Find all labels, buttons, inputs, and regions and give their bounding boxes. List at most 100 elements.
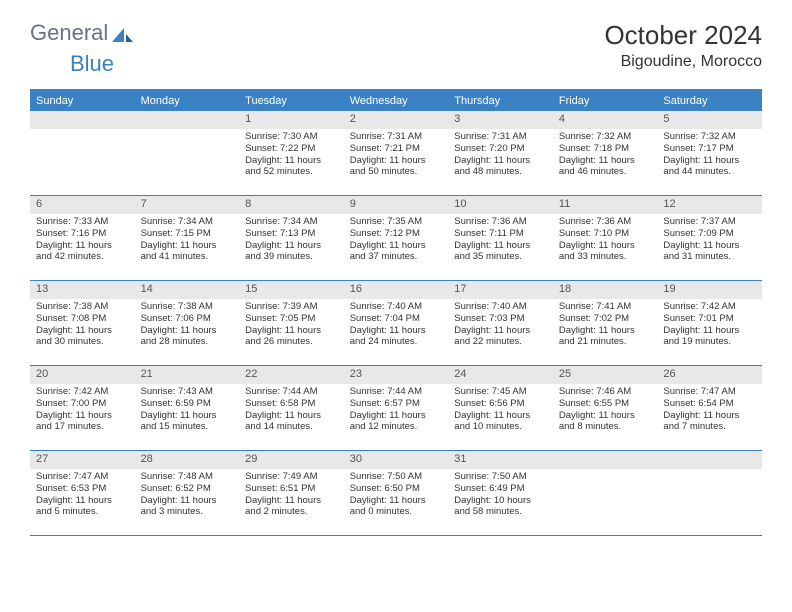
day-cell: 18Sunrise: 7:41 AMSunset: 7:02 PMDayligh… <box>553 281 658 365</box>
week-row: 13Sunrise: 7:38 AMSunset: 7:08 PMDayligh… <box>30 281 762 366</box>
sunrise-line: Sunrise: 7:35 AM <box>350 216 443 228</box>
day-cell: . <box>135 111 240 195</box>
day-content: Sunrise: 7:35 AMSunset: 7:12 PMDaylight:… <box>344 214 449 268</box>
day-number: 30 <box>344 451 449 469</box>
day-content: Sunrise: 7:40 AMSunset: 7:03 PMDaylight:… <box>448 299 553 353</box>
day-cell: 8Sunrise: 7:34 AMSunset: 7:13 PMDaylight… <box>239 196 344 280</box>
day-cell: 28Sunrise: 7:48 AMSunset: 6:52 PMDayligh… <box>135 451 240 535</box>
sunset-line: Sunset: 6:49 PM <box>454 483 547 495</box>
day-content: Sunrise: 7:36 AMSunset: 7:10 PMDaylight:… <box>553 214 658 268</box>
day-cell: 27Sunrise: 7:47 AMSunset: 6:53 PMDayligh… <box>30 451 135 535</box>
sunset-line: Sunset: 6:56 PM <box>454 398 547 410</box>
day-content: Sunrise: 7:36 AMSunset: 7:11 PMDaylight:… <box>448 214 553 268</box>
daylight-line: Daylight: 11 hours and 8 minutes. <box>559 410 652 434</box>
calendar-grid: SundayMondayTuesdayWednesdayThursdayFrid… <box>30 89 762 536</box>
day-cell: 16Sunrise: 7:40 AMSunset: 7:04 PMDayligh… <box>344 281 449 365</box>
day-cell: . <box>30 111 135 195</box>
day-content: Sunrise: 7:32 AMSunset: 7:17 PMDaylight:… <box>657 129 762 183</box>
daylight-line: Daylight: 10 hours and 58 minutes. <box>454 495 547 519</box>
day-content: Sunrise: 7:47 AMSunset: 6:53 PMDaylight:… <box>30 469 135 523</box>
day-cell: 26Sunrise: 7:47 AMSunset: 6:54 PMDayligh… <box>657 366 762 450</box>
daylight-line: Daylight: 11 hours and 37 minutes. <box>350 240 443 264</box>
sunrise-line: Sunrise: 7:42 AM <box>663 301 756 313</box>
sunset-line: Sunset: 7:20 PM <box>454 143 547 155</box>
sunset-line: Sunset: 6:50 PM <box>350 483 443 495</box>
day-number: 2 <box>344 111 449 129</box>
day-cell: 13Sunrise: 7:38 AMSunset: 7:08 PMDayligh… <box>30 281 135 365</box>
day-cell: 7Sunrise: 7:34 AMSunset: 7:15 PMDaylight… <box>135 196 240 280</box>
day-content: Sunrise: 7:30 AMSunset: 7:22 PMDaylight:… <box>239 129 344 183</box>
daylight-line: Daylight: 11 hours and 24 minutes. <box>350 325 443 349</box>
day-cell: 25Sunrise: 7:46 AMSunset: 6:55 PMDayligh… <box>553 366 658 450</box>
sunrise-line: Sunrise: 7:31 AM <box>350 131 443 143</box>
sunrise-line: Sunrise: 7:40 AM <box>350 301 443 313</box>
sunrise-line: Sunrise: 7:34 AM <box>141 216 234 228</box>
week-row: 20Sunrise: 7:42 AMSunset: 7:00 PMDayligh… <box>30 366 762 451</box>
day-cell: 30Sunrise: 7:50 AMSunset: 6:50 PMDayligh… <box>344 451 449 535</box>
daylight-line: Daylight: 11 hours and 3 minutes. <box>141 495 234 519</box>
day-content: Sunrise: 7:39 AMSunset: 7:05 PMDaylight:… <box>239 299 344 353</box>
sunrise-line: Sunrise: 7:33 AM <box>36 216 129 228</box>
sunset-line: Sunset: 7:10 PM <box>559 228 652 240</box>
sunset-line: Sunset: 7:04 PM <box>350 313 443 325</box>
day-number: 31 <box>448 451 553 469</box>
sunrise-line: Sunrise: 7:37 AM <box>663 216 756 228</box>
daylight-line: Daylight: 11 hours and 35 minutes. <box>454 240 547 264</box>
brand-part1: General <box>30 20 108 46</box>
daylight-line: Daylight: 11 hours and 44 minutes. <box>663 155 756 179</box>
day-content: Sunrise: 7:40 AMSunset: 7:04 PMDaylight:… <box>344 299 449 353</box>
daylight-line: Daylight: 11 hours and 10 minutes. <box>454 410 547 434</box>
sunrise-line: Sunrise: 7:48 AM <box>141 471 234 483</box>
day-cell: 14Sunrise: 7:38 AMSunset: 7:06 PMDayligh… <box>135 281 240 365</box>
daylight-line: Daylight: 11 hours and 0 minutes. <box>350 495 443 519</box>
day-content: Sunrise: 7:38 AMSunset: 7:06 PMDaylight:… <box>135 299 240 353</box>
weekday-header: Monday <box>135 91 240 111</box>
daylight-line: Daylight: 11 hours and 12 minutes. <box>350 410 443 434</box>
day-content: Sunrise: 7:37 AMSunset: 7:09 PMDaylight:… <box>657 214 762 268</box>
day-number: 4 <box>553 111 658 129</box>
sunset-line: Sunset: 6:52 PM <box>141 483 234 495</box>
day-content: Sunrise: 7:33 AMSunset: 7:16 PMDaylight:… <box>30 214 135 268</box>
sunset-line: Sunset: 6:53 PM <box>36 483 129 495</box>
sunset-line: Sunset: 7:13 PM <box>245 228 338 240</box>
weekday-header: Friday <box>553 91 658 111</box>
day-cell: 20Sunrise: 7:42 AMSunset: 7:00 PMDayligh… <box>30 366 135 450</box>
day-content: Sunrise: 7:44 AMSunset: 6:57 PMDaylight:… <box>344 384 449 438</box>
day-number: 29 <box>239 451 344 469</box>
daylight-line: Daylight: 11 hours and 28 minutes. <box>141 325 234 349</box>
day-content: Sunrise: 7:45 AMSunset: 6:56 PMDaylight:… <box>448 384 553 438</box>
day-cell: 31Sunrise: 7:50 AMSunset: 6:49 PMDayligh… <box>448 451 553 535</box>
day-cell: 3Sunrise: 7:31 AMSunset: 7:20 PMDaylight… <box>448 111 553 195</box>
day-content: Sunrise: 7:41 AMSunset: 7:02 PMDaylight:… <box>553 299 658 353</box>
sunset-line: Sunset: 7:16 PM <box>36 228 129 240</box>
day-cell: 17Sunrise: 7:40 AMSunset: 7:03 PMDayligh… <box>448 281 553 365</box>
daylight-line: Daylight: 11 hours and 21 minutes. <box>559 325 652 349</box>
sunrise-line: Sunrise: 7:44 AM <box>350 386 443 398</box>
sunset-line: Sunset: 7:21 PM <box>350 143 443 155</box>
weekday-header: Sunday <box>30 91 135 111</box>
weekday-header-row: SundayMondayTuesdayWednesdayThursdayFrid… <box>30 91 762 111</box>
day-cell: 15Sunrise: 7:39 AMSunset: 7:05 PMDayligh… <box>239 281 344 365</box>
day-number: 10 <box>448 196 553 214</box>
weekday-header: Wednesday <box>344 91 449 111</box>
sunrise-line: Sunrise: 7:39 AM <box>245 301 338 313</box>
daylight-line: Daylight: 11 hours and 31 minutes. <box>663 240 756 264</box>
daylight-line: Daylight: 11 hours and 48 minutes. <box>454 155 547 179</box>
day-content: Sunrise: 7:32 AMSunset: 7:18 PMDaylight:… <box>553 129 658 183</box>
week-row: 27Sunrise: 7:47 AMSunset: 6:53 PMDayligh… <box>30 451 762 536</box>
sunrise-line: Sunrise: 7:36 AM <box>559 216 652 228</box>
sunset-line: Sunset: 7:01 PM <box>663 313 756 325</box>
day-content: Sunrise: 7:48 AMSunset: 6:52 PMDaylight:… <box>135 469 240 523</box>
sunrise-line: Sunrise: 7:47 AM <box>36 471 129 483</box>
sunset-line: Sunset: 6:54 PM <box>663 398 756 410</box>
daylight-line: Daylight: 11 hours and 41 minutes. <box>141 240 234 264</box>
day-number: 21 <box>135 366 240 384</box>
sunset-line: Sunset: 6:55 PM <box>559 398 652 410</box>
logo-sail-icon <box>110 24 134 42</box>
day-cell: . <box>657 451 762 535</box>
day-cell: 19Sunrise: 7:42 AMSunset: 7:01 PMDayligh… <box>657 281 762 365</box>
sunset-line: Sunset: 7:12 PM <box>350 228 443 240</box>
day-number: 13 <box>30 281 135 299</box>
day-number: 5 <box>657 111 762 129</box>
day-number: 25 <box>553 366 658 384</box>
